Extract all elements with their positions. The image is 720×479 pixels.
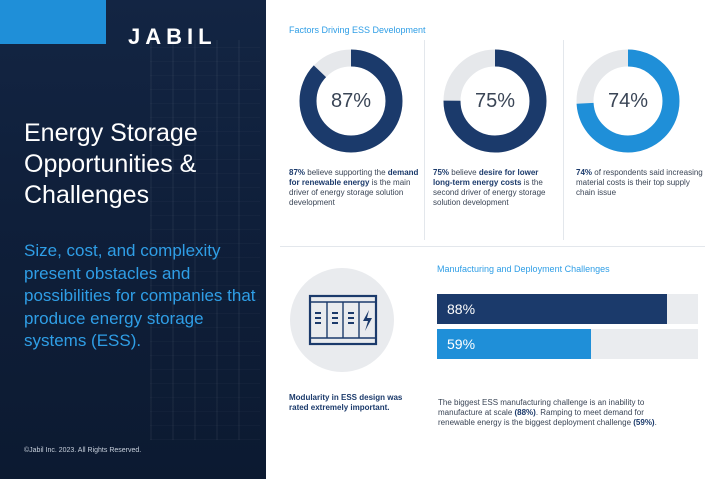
divider <box>563 40 564 240</box>
stat-lead: 74% <box>576 168 593 177</box>
donut-value: 74% <box>607 89 649 112</box>
accent-block <box>0 0 106 44</box>
manufacturing-heading: Manufacturing and Deployment Challenges <box>437 264 610 274</box>
divider <box>424 40 425 240</box>
bar-track-scale: 88% <box>437 294 698 324</box>
stat-materials: 74% of respondents said increasing mater… <box>576 168 706 198</box>
manufacturing-text: The biggest ESS manufacturing challenge … <box>438 398 678 428</box>
bar-label: 59% <box>447 336 476 352</box>
stat-text: believe <box>449 168 479 177</box>
stat-lead: 87% <box>289 168 306 177</box>
donut-chart-materials: 74% <box>573 46 683 156</box>
donut-arc <box>299 49 403 153</box>
page-subtitle: Size, cost, and complexity present obsta… <box>24 241 256 350</box>
text-emphasis: (59%) <box>633 418 655 427</box>
bar-deployment: 59% <box>437 329 591 359</box>
stat-emphasis: demand for renewable energy <box>289 168 419 187</box>
text-part: The biggest ESS manufacturing challenge … <box>438 398 645 417</box>
section-divider <box>280 246 705 247</box>
donut-svg <box>576 49 680 153</box>
modularity-text: Modularity in ESS design was rated extre… <box>289 393 403 412</box>
donut-arc <box>576 49 680 153</box>
page-title: Energy Storage Opportunities & Challenge… <box>24 119 198 209</box>
stat-costs: 75% believe desire for lower long-term e… <box>433 168 553 208</box>
stat-lead: 75% <box>433 168 450 177</box>
stat-text: is the second driver of energy storage s… <box>433 178 546 207</box>
jabil-logo: JABIL <box>128 24 217 49</box>
bar-scale: 88% <box>437 294 667 324</box>
stat-demand: 87% believe supporting the demand for re… <box>289 168 421 208</box>
battery-container-icon <box>308 294 378 346</box>
background-rack-pattern <box>150 40 260 440</box>
stat-text: of respondents said increasing material … <box>576 168 703 197</box>
stat-text: believe supporting the <box>305 168 388 177</box>
donut-chart-costs: 75% <box>440 46 550 156</box>
text-part: . Ramping to meet demand for renewable e… <box>438 408 644 427</box>
copyright-text: ©Jabil Inc. 2023. All Rights Reserved. <box>24 447 142 454</box>
donut-value: 87% <box>330 89 372 112</box>
modularity-icon-circle <box>290 268 394 372</box>
factors-heading: Factors Driving ESS Development <box>289 25 426 35</box>
donut-value: 75% <box>474 89 516 112</box>
donut-chart-demand: 87% <box>296 46 406 156</box>
text-emphasis: (88%) <box>514 408 536 417</box>
stat-emphasis: desire for lower long-term energy costs <box>433 168 539 187</box>
text-part: . <box>654 418 657 427</box>
donut-svg <box>299 49 403 153</box>
donut-arc <box>443 49 547 153</box>
donut-svg <box>443 49 547 153</box>
bar-track-deployment: 59% <box>437 329 698 359</box>
left-panel: JABIL Energy Storage Opportunities & Cha… <box>0 0 266 479</box>
bar-label: 88% <box>447 301 476 317</box>
stat-text: is the main driver of energy storage sol… <box>289 178 411 207</box>
